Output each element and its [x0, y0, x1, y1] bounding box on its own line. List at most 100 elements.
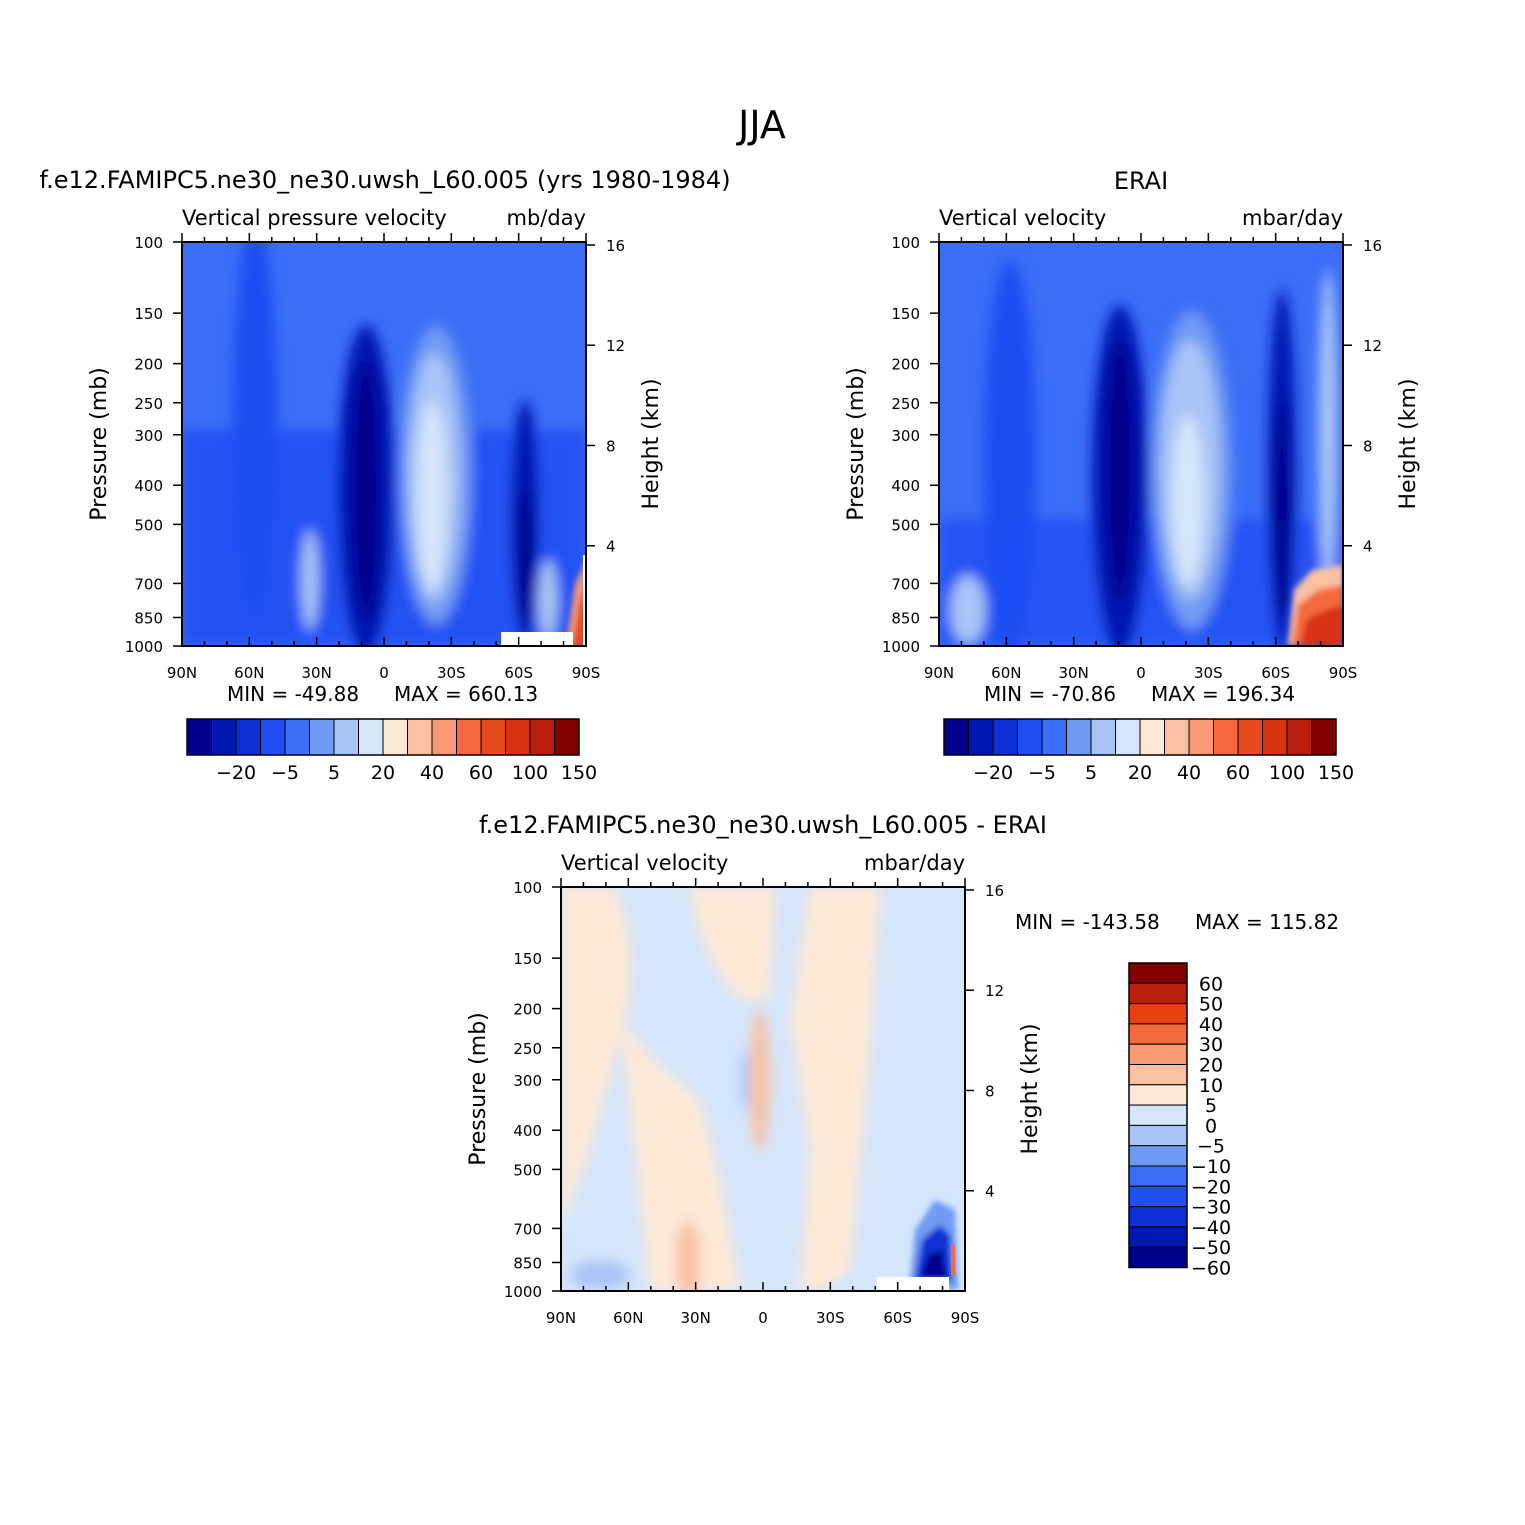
diff-colorbar-swatch: [1128, 1084, 1188, 1106]
diff-y2label: Height (km): [1018, 1023, 1043, 1154]
model-x-tick-label: 90S: [572, 664, 601, 682]
diff-y-tick-label: 250: [513, 1040, 542, 1058]
obs-colorbar-label: 40: [1177, 762, 1201, 784]
diff-x-tick-label: 60N: [613, 1309, 643, 1327]
diff-units: mbar/day: [864, 851, 965, 875]
diff-edge-positive: [951, 1245, 955, 1275]
obs-x-tick-label: 60N: [991, 664, 1021, 682]
model-missing-data: [501, 632, 573, 646]
diff-lowlevel-positive: [676, 1220, 700, 1291]
obs-y-tick-label: 250: [891, 395, 920, 413]
diff-colorbar-swatch: [1128, 1064, 1188, 1086]
model-colorbar-swatch: [309, 718, 335, 756]
model-ylabel: Pressure (mb): [87, 367, 112, 521]
model-field-label: Vertical pressure velocity: [182, 206, 447, 230]
obs-y-tick-label: 300: [891, 427, 920, 445]
obs-colorbar: −20 −5 5 20 40 60 100 150: [943, 718, 1354, 784]
diff-colorbar-label: 40: [1199, 1014, 1223, 1036]
diff-colorbar-swatch: [1128, 1226, 1188, 1248]
model-units: mb/day: [507, 206, 587, 230]
diff-colorbar-label: 20: [1199, 1055, 1223, 1077]
diff-colorbar-label: 5: [1205, 1095, 1217, 1117]
model-colorbar-swatch: [186, 718, 212, 756]
panel-model: f.e12.FAMIPC5.ne30_ne30.uwsh_L60.005 (yr…: [39, 166, 730, 784]
diff-colorbar-swatch: [1128, 1124, 1188, 1147]
obs-descent-core: [1172, 415, 1204, 585]
model-colorbar-frame: [186, 718, 580, 756]
obs-y-tick-label: 1000: [882, 638, 920, 656]
model-x-tick-label: 30N: [302, 664, 332, 682]
obs-antarctic-core: [1300, 605, 1343, 646]
model-descent-core: [417, 400, 447, 590]
diff-colorbar-label: 10: [1199, 1075, 1223, 1097]
obs-x-tick-label: 60S: [1261, 664, 1290, 682]
obs-colorbar-label: −5: [1028, 762, 1056, 784]
obs-edge-descent: [1318, 270, 1338, 590]
model-y-tick-label: 100: [134, 234, 163, 252]
obs-colorbar-swatch: [1115, 718, 1141, 756]
obs-y2-tick-label: 4: [1363, 538, 1373, 556]
model-colorbar-swatch: [260, 718, 286, 756]
obs-x-tick-label: 30S: [1194, 664, 1223, 682]
panel-diff: f.e12.FAMIPC5.ne30_ne30.uwsh_L60.005 - E…: [466, 811, 1339, 1327]
diff-x-tick-label: 90N: [546, 1309, 576, 1327]
diff-x-tick-label: 0: [758, 1309, 768, 1327]
diff-colorbar-swatch: [1128, 1043, 1188, 1065]
obs-field-label: Vertical velocity: [939, 206, 1106, 230]
model-colorbar-label: 60: [469, 762, 493, 784]
diff-x-tick-label: 30N: [681, 1309, 711, 1327]
obs-colorbar-label: −20: [973, 762, 1013, 784]
diff-equatorial-positive: [750, 1010, 770, 1150]
model-colorbar-swatch: [505, 718, 531, 756]
model-min-label: MIN = -49.88: [227, 682, 359, 706]
obs-storm-track-core: [1274, 400, 1290, 620]
model-y-tick-label: 400: [134, 477, 163, 495]
obs-units: mbar/day: [1242, 206, 1343, 230]
model-storm-track-core: [517, 490, 533, 630]
obs-ylabel: Pressure (mb): [844, 367, 869, 521]
model-colorbar-swatch: [382, 718, 408, 756]
model-colorbar-label: 100: [512, 762, 548, 784]
model-x-tick-label: 0: [379, 664, 389, 682]
diff-colorbar-label: −10: [1191, 1156, 1231, 1178]
model-x-tick-label: 60N: [234, 664, 264, 682]
diff-antarctic-core: [920, 1250, 947, 1280]
model-y-tick-label: 150: [134, 305, 163, 323]
obs-colorbar-swatch: [1311, 718, 1337, 756]
diff-y-tick-label: 200: [513, 1001, 542, 1019]
diff-field-label: Vertical velocity: [561, 851, 728, 875]
model-x-tick-label: 60S: [504, 664, 533, 682]
diff-y2-tick-label: 16: [985, 882, 1004, 900]
model-plot-area: [182, 242, 586, 646]
model-colorbar-label: 40: [420, 762, 444, 784]
obs-colorbar-swatch: [1286, 718, 1312, 756]
model-colorbar-swatch: [480, 718, 506, 756]
obs-colorbar-swatch: [1090, 718, 1116, 756]
obs-colorbar-swatch: [1164, 718, 1190, 756]
diff-y-tick-label: 1000: [504, 1283, 542, 1301]
diff-colorbar-label: −5: [1197, 1136, 1225, 1158]
obs-colorbar-swatch: [1139, 718, 1165, 756]
obs-y-tick-label: 700: [891, 575, 920, 593]
obs-max-label: MAX = 196.34: [1151, 682, 1295, 706]
obs-min-label: MIN = -70.86: [984, 682, 1116, 706]
diff-plot-area: [561, 887, 965, 1291]
diff-y-tick-label: 500: [513, 1161, 542, 1179]
model-max-label: MAX = 660.13: [394, 682, 538, 706]
model-colorbar-label: −20: [216, 762, 256, 784]
diff-y-tick-label: 850: [513, 1254, 542, 1272]
diff-colorbar-label: 30: [1199, 1034, 1223, 1056]
model-ticks: 90N 60N 30N 0 30S 60S 90S 100 150 200 250 300 400 500…: [125, 233, 625, 682]
diff-colorbar-label: −50: [1191, 1237, 1231, 1259]
obs-case-title: ERAI: [1114, 167, 1168, 195]
model-y-tick-label: 850: [134, 609, 163, 627]
panel-obs: ERAI Vertical velocity mbar/day: [844, 167, 1421, 784]
model-colorbar-swatch: [284, 718, 310, 756]
obs-plot-area: [939, 242, 1343, 646]
diff-colorbar-swatch: [1128, 1104, 1188, 1126]
model-colorbar-swatch: [211, 718, 237, 756]
model-colorbar-swatch: [456, 718, 482, 756]
obs-y-tick-label: 500: [891, 516, 920, 534]
diff-ylabel: Pressure (mb): [466, 1012, 491, 1166]
diff-y-tick-label: 700: [513, 1220, 542, 1238]
